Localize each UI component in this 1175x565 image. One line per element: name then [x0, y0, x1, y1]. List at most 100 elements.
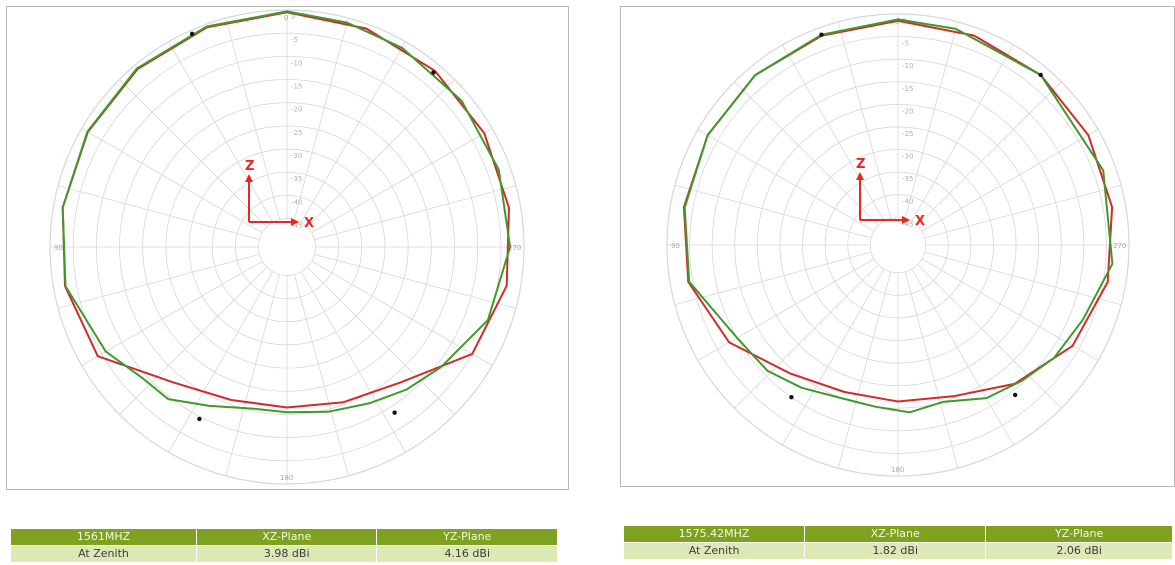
radial-tick-label: -35 — [902, 175, 913, 183]
grid-spoke — [904, 21, 959, 219]
radial-tick-label: -25 — [902, 130, 913, 138]
angle-label-top: 0 — [284, 14, 288, 22]
grid-spoke — [782, 268, 885, 446]
pattern-marker — [1038, 72, 1043, 78]
grid-spoke — [168, 41, 274, 223]
radial-tick-label: -20 — [902, 107, 913, 115]
xz-plane-value: 3.98 dBi — [195, 545, 378, 563]
radial-tick-label: -5 — [291, 36, 298, 44]
grid-spoke — [674, 251, 872, 306]
xz-plane-header: XZ-Plane — [804, 525, 987, 543]
grid-spoke — [57, 185, 260, 241]
grid-spoke — [697, 129, 875, 232]
grid-spoke — [119, 266, 268, 415]
grid-spoke — [911, 268, 1014, 446]
angle-label-left: 90 — [671, 242, 680, 250]
xz-plane-header: XZ-Plane — [195, 528, 378, 546]
grid-spoke — [300, 41, 406, 223]
radial-tick-label: -45 — [291, 222, 302, 230]
pattern-marker — [819, 32, 824, 37]
gain-table-1561mhz: 1561MHZ XZ-Plane YZ-Plane At Zenith 3.98… — [10, 528, 558, 563]
angle-label-right: 270 — [1113, 242, 1126, 250]
grid-spoke — [782, 44, 885, 222]
x-arrowhead — [291, 218, 299, 226]
radial-tick-label: -45 — [902, 220, 913, 228]
radial-tick-label: -40 — [902, 198, 913, 206]
radial-tick-label: -40 — [291, 198, 302, 206]
z-arrowhead — [245, 174, 253, 182]
angle-label-left: 90 — [54, 244, 63, 252]
x-axis-label: X — [304, 216, 314, 231]
table-header-row: 1575.42MHZ XZ-Plane YZ-Plane — [622, 525, 1173, 543]
grid-spoke — [911, 44, 1014, 222]
grid-spoke — [924, 184, 1122, 239]
grid-spoke — [119, 79, 268, 228]
polar-grid — [666, 13, 1130, 477]
radial-tick-label: -15 — [902, 85, 913, 93]
gain-table-1575mhz: 1575.42MHZ XZ-Plane YZ-Plane At Zenith 1… — [622, 525, 1173, 560]
radial-tick-label: -30 — [902, 153, 913, 161]
z-axis-label: Z — [856, 157, 865, 172]
axes-indicator: ZX — [245, 159, 314, 231]
grid-spoke — [311, 128, 493, 234]
radial-tick-label: -10 — [291, 59, 302, 67]
grid-spoke — [306, 266, 455, 415]
radial-tick-label: -10 — [902, 62, 913, 70]
grid-spoke — [225, 17, 281, 220]
grid-spoke — [837, 271, 892, 469]
grid-spoke — [921, 258, 1099, 361]
radial-tick-label: -15 — [291, 83, 302, 91]
yz-plane-header: YZ-Plane — [985, 525, 1173, 543]
polar-chart-panel-1575mhz: 0 -5 -10 -15 -20 -25 -30 -35 -40 -45 0 90 270 180 Z X — [620, 6, 1175, 487]
polar-chart-panel-1561mhz: 0 -5 -10 -15 -20 -25 -30 -35 -40 -45 0 90 270 180 Z X — [6, 6, 569, 490]
grid-spoke — [314, 185, 517, 241]
pattern-marker — [197, 416, 202, 422]
grid-spoke — [904, 271, 959, 469]
grid-spoke — [225, 274, 281, 477]
grid-spoke — [57, 253, 260, 309]
row-label: At Zenith — [622, 542, 806, 560]
radial-tick-label: -20 — [291, 106, 302, 114]
xz-plane-value: 1.82 dBi — [804, 542, 987, 560]
radial-tick-label: -35 — [291, 175, 302, 183]
grid-spoke — [293, 17, 349, 220]
grid-spoke — [311, 260, 493, 366]
series-line-2 — [61, 10, 512, 414]
table-row: At Zenith 3.98 dBi 4.16 dBi — [10, 545, 558, 563]
grid-spoke — [168, 271, 274, 453]
grid-spoke — [921, 129, 1099, 232]
z-arrowhead — [856, 172, 864, 180]
grid-spoke — [306, 79, 455, 228]
pattern-marker — [189, 31, 195, 37]
table-row: At Zenith 1.82 dBi 2.06 dBi — [622, 542, 1173, 560]
yz-plane-value: 4.16 dBi — [376, 545, 558, 563]
series-line-2 — [683, 18, 1114, 414]
grid-spoke — [300, 271, 406, 453]
grid-spoke — [293, 274, 349, 477]
yz-plane-header: YZ-Plane — [376, 528, 558, 546]
x-axis-label: X — [915, 214, 925, 229]
angle-label-bottom: 180 — [280, 474, 293, 482]
grid-spoke — [917, 81, 1062, 226]
series-line-1 — [61, 11, 510, 409]
grid-spoke — [924, 251, 1122, 306]
angle-label-top: 0 — [895, 18, 899, 26]
radial-tick-label: -25 — [291, 129, 302, 137]
pattern-marker — [789, 395, 794, 400]
pattern-marker — [392, 410, 397, 415]
z-axis-label: Z — [245, 159, 254, 174]
yz-plane-value: 2.06 dBi — [985, 542, 1173, 560]
grid-spoke — [697, 258, 875, 361]
pattern-marker — [1012, 392, 1018, 398]
grid-spoke — [837, 21, 892, 219]
grid-spoke — [917, 264, 1062, 409]
table-header-row: 1561MHZ XZ-Plane YZ-Plane — [10, 528, 558, 546]
radial-tick-label: 0 — [291, 13, 295, 21]
polar-grid — [49, 9, 525, 485]
pattern-marker — [431, 70, 436, 75]
grid-spoke — [734, 264, 879, 409]
frequency-header: 1575.42MHZ — [622, 525, 806, 543]
grid-spoke — [314, 253, 517, 309]
